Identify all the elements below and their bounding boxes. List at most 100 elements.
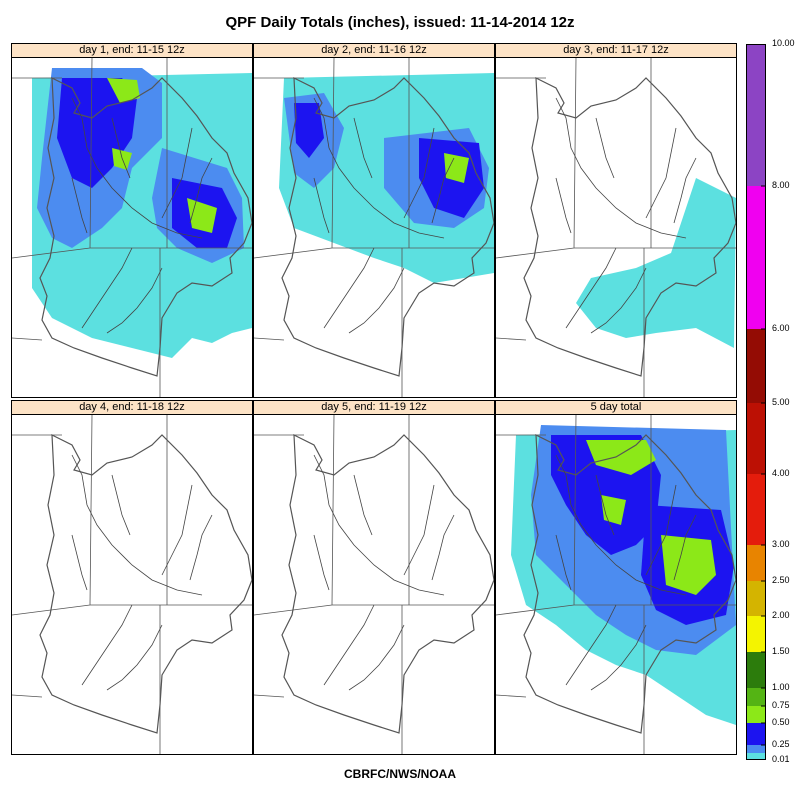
river xyxy=(431,157,455,224)
river xyxy=(106,267,163,334)
river xyxy=(81,604,133,686)
colorbar-swatch xyxy=(747,186,765,329)
panel-day-2: day 2, end: 11-16 12z xyxy=(253,43,495,398)
river xyxy=(403,127,435,219)
colorbar-swatch xyxy=(747,45,765,186)
river xyxy=(555,534,572,591)
river xyxy=(189,514,213,581)
river xyxy=(313,177,330,234)
river xyxy=(348,267,405,334)
basemap xyxy=(12,58,252,397)
river xyxy=(431,514,455,581)
panel-label: day 3, end: 11-17 12z xyxy=(496,44,736,58)
colorbar-swatch xyxy=(747,581,765,616)
map-day-5 xyxy=(254,415,494,754)
colorbar-swatch xyxy=(747,753,765,759)
colorbar-swatch xyxy=(747,652,765,688)
colorbar-tick-label: 1.50 xyxy=(772,646,790,656)
basin-boundary xyxy=(281,77,494,377)
state-boundary xyxy=(496,58,736,397)
colorbar-swatch xyxy=(747,329,765,403)
colorbar xyxy=(746,44,766,760)
colorbar-tick-label: 6.00 xyxy=(772,323,790,333)
river xyxy=(403,484,435,576)
colorbar-tick-label: 1.00 xyxy=(772,682,790,692)
colorbar-tick-label: 5.00 xyxy=(772,397,790,407)
river xyxy=(323,247,375,329)
river xyxy=(590,624,647,691)
colorbar-tick-label: 2.00 xyxy=(772,610,790,620)
river xyxy=(595,117,615,179)
colorbar-tick-label: 0.01 xyxy=(772,754,790,764)
colorbar-tick-label: 0.75 xyxy=(772,700,790,710)
map-day-1 xyxy=(12,58,252,397)
colorbar-tick-label: 8.00 xyxy=(772,180,790,190)
colorbar-tick-label: 10.00 xyxy=(772,38,795,48)
basemap xyxy=(496,58,736,397)
qpf-area-very-heavy xyxy=(107,78,140,103)
river xyxy=(111,474,131,536)
river xyxy=(323,604,375,686)
basemap xyxy=(12,415,252,754)
basin-boundary xyxy=(523,77,736,377)
river xyxy=(81,247,133,329)
panel-day-3: day 3, end: 11-17 12z xyxy=(495,43,737,398)
river xyxy=(565,247,617,329)
colorbar-tick-label: 0.25 xyxy=(772,739,790,749)
colorbar-swatch xyxy=(747,723,765,745)
river xyxy=(161,127,193,219)
river xyxy=(565,604,617,686)
river xyxy=(645,127,677,219)
state-boundary xyxy=(12,415,252,754)
basemap xyxy=(254,415,494,754)
state-boundary xyxy=(496,415,736,754)
basin-boundary xyxy=(523,434,736,734)
river xyxy=(161,484,193,576)
map-day-4 xyxy=(12,415,252,754)
river xyxy=(71,534,88,591)
state-boundary xyxy=(12,58,252,397)
basin-boundary xyxy=(281,434,494,734)
basemap xyxy=(496,415,736,754)
map-5-day-total xyxy=(496,415,736,754)
river xyxy=(313,454,445,596)
colorbar-swatch xyxy=(747,706,765,723)
colorbar-swatch xyxy=(747,688,765,706)
basemap xyxy=(254,58,494,397)
colorbar-swatch xyxy=(747,745,765,753)
state-boundary xyxy=(254,58,494,397)
river xyxy=(353,117,373,179)
river xyxy=(555,177,572,234)
river xyxy=(71,177,88,234)
colorbar-swatches xyxy=(747,45,765,759)
river xyxy=(673,514,697,581)
qpf-area-very-heavy xyxy=(444,153,469,183)
footer-credit: CBRFC/NWS/NOAA xyxy=(344,767,456,781)
colorbar-swatch xyxy=(747,403,765,474)
colorbar-swatch xyxy=(747,616,765,652)
basin-boundary xyxy=(39,434,252,734)
map-day-3 xyxy=(496,58,736,397)
river xyxy=(71,454,203,596)
qpf-area-heavy xyxy=(294,103,324,158)
river xyxy=(313,97,445,239)
river xyxy=(111,117,131,179)
river xyxy=(353,474,373,536)
river xyxy=(189,157,213,224)
panel-label: day 2, end: 11-16 12z xyxy=(254,44,494,58)
panel-label: day 5, end: 11-19 12z xyxy=(254,401,494,415)
colorbar-tick-label: 2.50 xyxy=(772,575,790,585)
panel-5-day-total: 5 day total xyxy=(495,400,737,755)
panel-day-5: day 5, end: 11-19 12z xyxy=(253,400,495,755)
river xyxy=(555,97,687,239)
river xyxy=(590,267,647,334)
river xyxy=(555,454,687,596)
basin-boundary xyxy=(39,77,252,377)
river xyxy=(645,484,677,576)
colorbar-tick-label: 4.00 xyxy=(772,468,790,478)
panel-label: day 1, end: 11-15 12z xyxy=(12,44,252,58)
river xyxy=(595,474,615,536)
map-title: QPF Daily Totals (inches), issued: 11-14… xyxy=(225,14,575,31)
qpf-area-very-heavy xyxy=(586,440,656,475)
river xyxy=(106,624,163,691)
